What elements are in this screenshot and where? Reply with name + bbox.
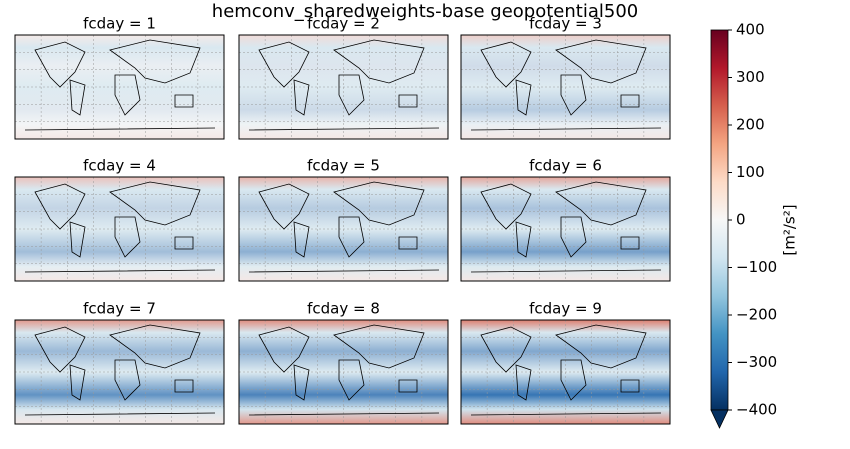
colorbar-tick-label: 300 [736, 68, 765, 86]
panel-frame [14, 176, 225, 282]
colorbar-tick-label: −200 [736, 306, 777, 324]
colorbar-tick-label: 0 [736, 211, 746, 229]
colorbar-tick-label: −100 [736, 258, 777, 276]
panel-frame [460, 34, 671, 140]
panel-title: fcday = 5 [307, 157, 380, 175]
coastline [24, 39, 216, 131]
panel-title: fcday = 4 [83, 157, 156, 175]
figure-title: hemconv_sharedweights-base geopotential5… [212, 1, 638, 22]
colorbar-tick-label: −300 [736, 353, 777, 371]
colorbar-tick-label: 200 [736, 116, 765, 134]
coastline [24, 181, 216, 273]
panel-frame [238, 319, 449, 425]
colorbar [710, 29, 729, 411]
panel-frame [14, 319, 225, 425]
coastline [24, 324, 216, 416]
panel-title: fcday = 2 [307, 15, 380, 33]
colorbar-label: [m²/s²] [781, 204, 799, 255]
panel-title: fcday = 9 [529, 300, 602, 318]
coastline [470, 181, 662, 273]
panel-frame [238, 34, 449, 140]
panel-title: fcday = 3 [529, 15, 602, 33]
coastline [248, 39, 440, 131]
coastline [470, 324, 662, 416]
panel-frame [238, 176, 449, 282]
coastline [248, 181, 440, 273]
panel-frame [460, 319, 671, 425]
colorbar-tick-label: −400 [736, 401, 777, 419]
colorbar-extend [710, 409, 729, 429]
coastline [470, 39, 662, 131]
panel-frame [460, 176, 671, 282]
panel-frame [14, 34, 225, 140]
colorbar-tick-label: 400 [736, 21, 765, 39]
panel-title: fcday = 8 [307, 300, 380, 318]
panel-title: fcday = 1 [83, 15, 156, 33]
colorbar-tick-label: 100 [736, 163, 765, 181]
panel-title: fcday = 6 [529, 157, 602, 175]
panel-title: fcday = 7 [83, 300, 156, 318]
coastline [248, 324, 440, 416]
